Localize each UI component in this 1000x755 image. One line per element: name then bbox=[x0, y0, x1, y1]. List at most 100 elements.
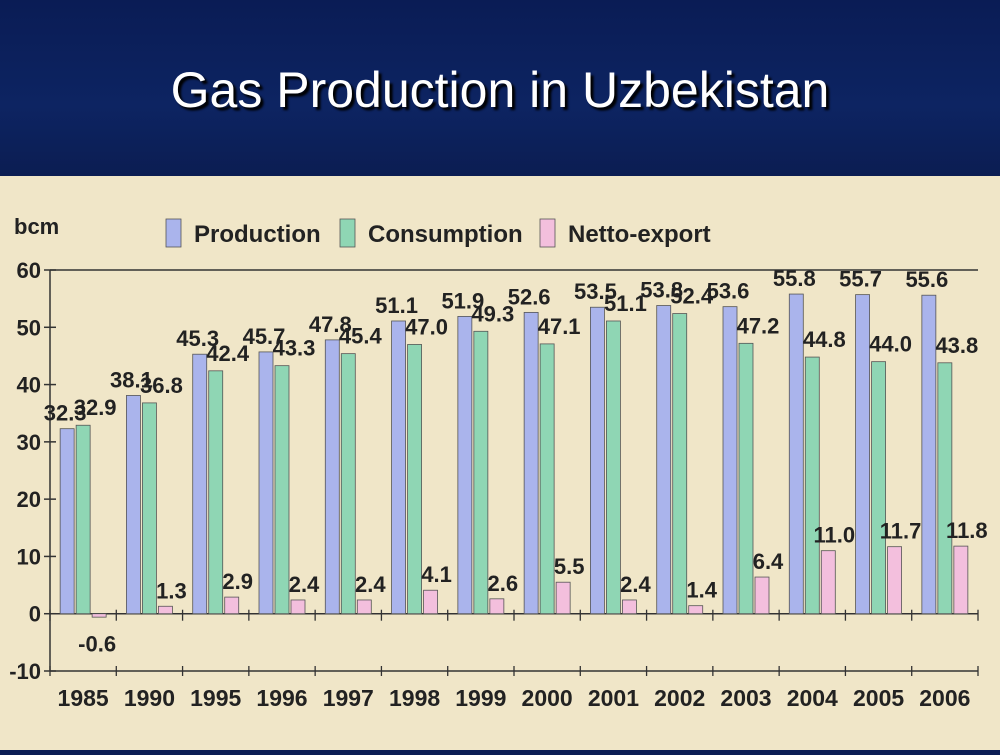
data-label: 47.0 bbox=[405, 314, 448, 339]
bar-production-1996 bbox=[258, 351, 274, 615]
data-label: 1.3 bbox=[156, 578, 187, 603]
data-label: 47.8 bbox=[309, 312, 352, 337]
bar-production-1995 bbox=[192, 353, 208, 615]
bar-netto-export-2001 bbox=[622, 599, 637, 615]
data-label: 44.8 bbox=[803, 327, 846, 352]
bars bbox=[59, 293, 969, 618]
bar-consumption-1985 bbox=[75, 424, 91, 615]
bar-consumption-2000 bbox=[539, 343, 555, 615]
data-label: 55.6 bbox=[905, 267, 948, 292]
bar-consumption-1990 bbox=[142, 402, 157, 615]
data-label: 43.3 bbox=[273, 336, 316, 361]
data-label: 47.1 bbox=[538, 314, 581, 339]
bar-netto-export-1997 bbox=[356, 599, 372, 615]
data-label: 51.1 bbox=[375, 293, 418, 318]
data-label: 2.4 bbox=[620, 572, 651, 597]
x-tick-label: 1995 bbox=[190, 685, 241, 711]
data-label: 36.8 bbox=[140, 373, 183, 398]
chart-panel: bcm -10 0 10 20 30 40 50 60 1985 1990 1995 1996 1997 1… bbox=[0, 176, 1000, 750]
bar-netto-export-1998 bbox=[423, 589, 438, 615]
axes: bcm -10 0 10 20 30 40 50 60 1985 1990 1995 1996 1997 1… bbox=[9, 214, 979, 711]
bar-netto-export-2002 bbox=[688, 605, 704, 615]
x-tick-label: 1997 bbox=[323, 685, 374, 711]
legend-swatch-consumption bbox=[339, 218, 356, 248]
data-label: 53.5 bbox=[574, 279, 617, 304]
data-label: 11.7 bbox=[880, 519, 922, 544]
x-tick-label: 2000 bbox=[522, 685, 573, 711]
x-tick-label: 2001 bbox=[588, 685, 639, 711]
data-label: 55.7 bbox=[839, 267, 882, 292]
x-tick-label: 1998 bbox=[389, 685, 440, 711]
bar-consumption-2001 bbox=[606, 320, 621, 615]
bar-consumption-2003 bbox=[738, 342, 754, 615]
data-label: 2.6 bbox=[488, 571, 519, 596]
bar-netto-export-1995 bbox=[224, 596, 240, 615]
x-tick-label: 1996 bbox=[256, 685, 307, 711]
data-label: 32.9 bbox=[74, 395, 117, 420]
y-tick-label: 30 bbox=[17, 430, 41, 455]
legend: Production Consumption Netto-export bbox=[165, 218, 711, 248]
bar-production-2002 bbox=[656, 305, 672, 615]
bar-production-2000 bbox=[523, 311, 539, 615]
x-tick-label: 2006 bbox=[919, 685, 970, 711]
bar-production-1997 bbox=[324, 339, 340, 615]
data-label: 11.8 bbox=[946, 518, 988, 543]
bar-production-1999 bbox=[457, 316, 473, 615]
x-tick-label: 2002 bbox=[654, 685, 705, 711]
data-label: 45.4 bbox=[339, 324, 383, 349]
bar-production-2004 bbox=[788, 293, 804, 615]
data-label: 51.9 bbox=[441, 288, 484, 313]
y-tick-label: 40 bbox=[17, 373, 41, 398]
y-tick-label: 60 bbox=[17, 258, 41, 283]
data-label: -0.6 bbox=[78, 632, 116, 657]
data-label: 11.0 bbox=[813, 523, 855, 548]
y-tick-label: 0 bbox=[29, 602, 41, 627]
bar-production-1985 bbox=[59, 428, 75, 615]
legend-swatch-production bbox=[165, 218, 182, 248]
bar-consumption-1997 bbox=[340, 353, 356, 615]
bar-production-2005 bbox=[855, 294, 870, 615]
bar-netto-export-2005 bbox=[887, 546, 902, 615]
y-tick-label: 50 bbox=[17, 315, 41, 340]
data-label: 2.4 bbox=[355, 572, 386, 597]
bar-netto-export-1999 bbox=[489, 598, 505, 615]
data-label: 32.3 bbox=[44, 401, 87, 426]
bar-production-1998 bbox=[391, 320, 406, 615]
x-tick-label: 1985 bbox=[58, 685, 109, 711]
data-label: 53.6 bbox=[707, 279, 750, 304]
bar-consumption-2004 bbox=[804, 356, 820, 615]
bar-production-1990 bbox=[126, 395, 141, 615]
data-label: 51.1 bbox=[604, 291, 647, 316]
data-label: 45.3 bbox=[176, 326, 219, 351]
data-label: 55.8 bbox=[773, 266, 816, 291]
legend-label-production: Production bbox=[194, 221, 321, 248]
data-label: 2.4 bbox=[289, 572, 320, 597]
data-label: 6.4 bbox=[753, 549, 784, 574]
bar-production-2006 bbox=[921, 294, 937, 615]
bar-consumption-2002 bbox=[672, 313, 688, 615]
data-label: 4.1 bbox=[421, 562, 452, 587]
slide-title: Gas Production in Uzbekistan bbox=[170, 62, 830, 118]
bar-consumption-1995 bbox=[208, 370, 224, 615]
data-label: 53.8 bbox=[640, 278, 683, 303]
y-axis-title: bcm bbox=[14, 214, 59, 239]
data-label: 1.4 bbox=[686, 578, 717, 603]
bar-netto-export-2000 bbox=[555, 581, 571, 615]
data-label: 38.1 bbox=[110, 367, 153, 392]
bar-production-2001 bbox=[590, 306, 605, 615]
data-label: 49.3 bbox=[471, 301, 514, 326]
x-tick-label: 2004 bbox=[787, 685, 838, 711]
bar-netto-export-2006 bbox=[953, 545, 969, 615]
bar-consumption-2006 bbox=[937, 362, 953, 615]
y-tick-label: 20 bbox=[17, 487, 41, 512]
bar-netto-export-2004 bbox=[820, 550, 836, 615]
data-label: 42.4 bbox=[206, 341, 250, 366]
legend-swatch-netto-export bbox=[539, 218, 556, 248]
bar-production-2003 bbox=[722, 306, 738, 615]
bar-netto-export-1985 bbox=[91, 613, 107, 618]
slide-header: Gas Production in Uzbekistan bbox=[0, 0, 1000, 176]
data-label: 43.8 bbox=[935, 333, 978, 358]
y-tick-label: -10 bbox=[9, 659, 41, 684]
bar-netto-export-1990 bbox=[158, 605, 173, 615]
x-tick-label: 2003 bbox=[720, 685, 771, 711]
